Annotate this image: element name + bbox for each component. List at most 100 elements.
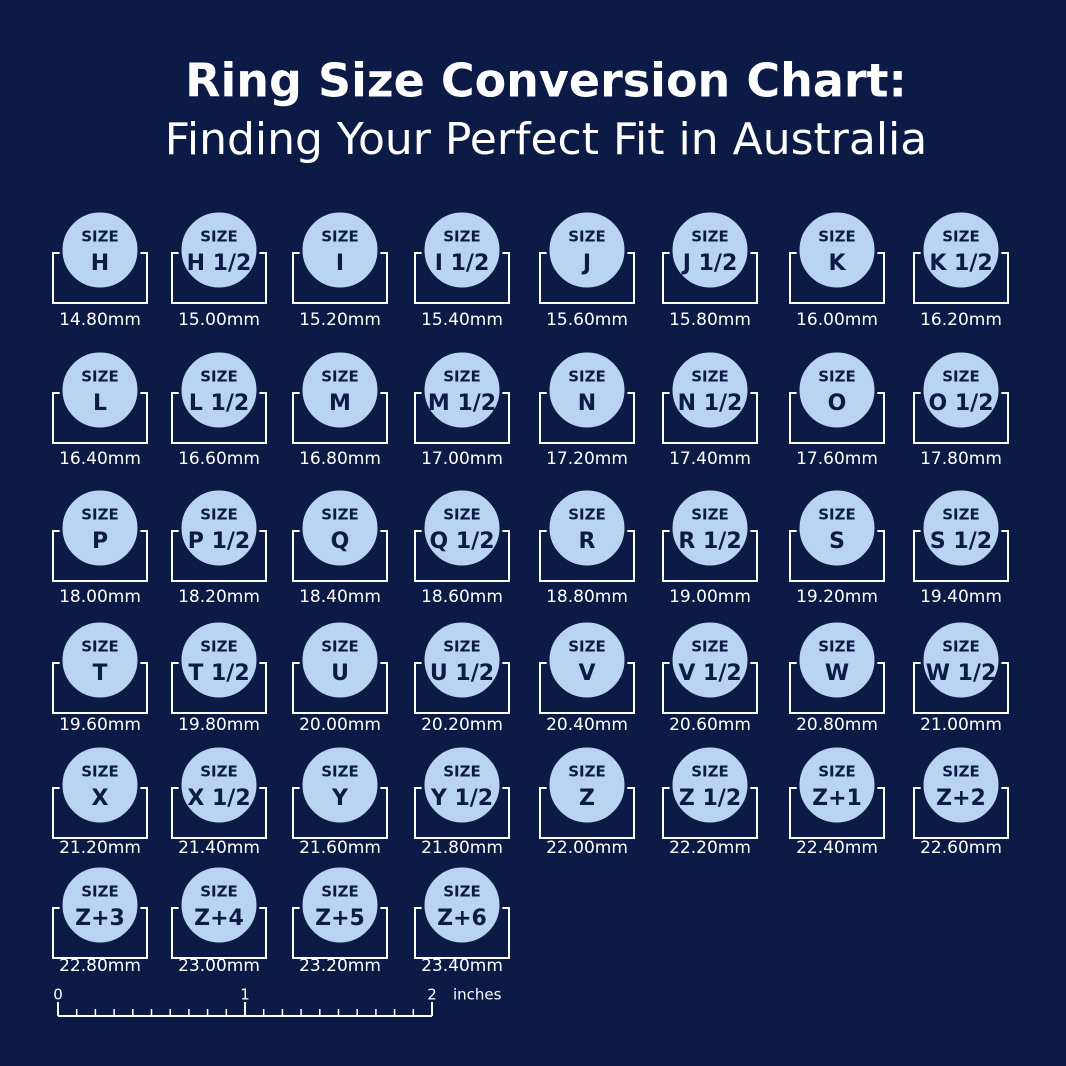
size-label: U [331,661,349,686]
size-item: SIZE P 18.00mm [52,487,148,607]
size-item: SIZE W 1/2 21.00mm [913,619,1009,735]
ruler-label: 0 [53,986,63,1004]
size-item: SIZE N 1/2 17.40mm [662,349,758,469]
ring-circle [669,349,751,431]
diameter: 17.60mm [796,449,878,469]
size-label: N 1/2 [678,391,743,416]
size-word: SIZE [691,228,729,246]
size-word: SIZE [81,228,119,246]
size-item: SIZE Z 1/2 22.20mm [662,744,758,858]
size-label: Z+4 [194,906,244,931]
ring-circle [421,619,503,701]
size-word: SIZE [200,506,238,524]
size-word: SIZE [443,228,481,246]
size-item: SIZE X 21.20mm [52,744,148,858]
size-item: SIZE V 20.40mm [539,619,635,735]
size-label: O 1/2 [928,391,993,416]
diameter: 23.20mm [299,956,381,976]
ring-circle [546,349,628,431]
size-label: H [91,251,109,276]
size-item: SIZE O 17.60mm [789,349,885,469]
ring-circle [796,209,878,291]
size-item: SIZE R 18.80mm [539,487,635,607]
size-label: Z+1 [812,786,862,811]
size-label: K [828,251,846,276]
size-word: SIZE [568,506,606,524]
size-item: SIZE Q 18.40mm [292,487,388,607]
size-word: SIZE [321,368,359,386]
size-label: Q 1/2 [429,529,494,554]
size-word: SIZE [200,638,238,656]
size-label: R [579,529,596,554]
diameter: 16.60mm [178,449,260,469]
size-word: SIZE [568,763,606,781]
size-word: SIZE [81,883,119,901]
size-label: O [828,391,847,416]
size-word: SIZE [942,368,980,386]
diameter: 18.60mm [421,587,503,607]
ring-circle [59,209,141,291]
diameter: 16.00mm [796,310,878,330]
diameter: 21.60mm [299,838,381,858]
size-item: SIZE T 19.60mm [52,619,148,735]
diameter: 22.20mm [669,838,751,858]
diameter: 22.40mm [796,838,878,858]
size-word: SIZE [818,368,856,386]
ring-circle [178,744,260,826]
size-label: U 1/2 [430,661,494,686]
size-word: SIZE [321,228,359,246]
diameter: 17.80mm [920,449,1002,469]
size-word: SIZE [691,368,729,386]
diameter: 19.20mm [796,587,878,607]
size-item: SIZE K 1/2 16.20mm [913,209,1009,330]
size-word: SIZE [942,763,980,781]
ring-circle [920,744,1002,826]
diameter: 21.00mm [920,715,1002,735]
diameter: 17.00mm [421,449,503,469]
size-word: SIZE [568,228,606,246]
size-word: SIZE [443,638,481,656]
size-label: Z+3 [75,906,125,931]
size-word: SIZE [942,638,980,656]
size-label: Z [579,786,595,811]
diameter: 21.20mm [59,838,141,858]
size-item: SIZE L 1/2 16.60mm [171,349,267,469]
size-word: SIZE [818,638,856,656]
ring-circle [796,487,878,569]
size-item: SIZE Z+2 22.60mm [913,744,1009,858]
size-word: SIZE [443,883,481,901]
diameter: 19.40mm [920,587,1002,607]
size-word: SIZE [691,763,729,781]
size-word: SIZE [443,506,481,524]
size-item: SIZE S 19.20mm [789,487,885,607]
size-item: SIZE Z+6 23.40mm [414,864,510,976]
size-label: I 1/2 [435,251,490,276]
ring-circle [546,209,628,291]
size-item: SIZE H 1/2 15.00mm [171,209,267,330]
diameter: 20.00mm [299,715,381,735]
size-label: L [93,391,107,416]
ring-circle [669,209,751,291]
size-label: P [92,529,108,554]
ring-circle [669,487,751,569]
size-label: M 1/2 [428,391,496,416]
subtitle: Finding Your Perfect Fit in Australia [165,114,928,165]
size-word: SIZE [200,883,238,901]
ring-circle [299,209,381,291]
size-item: SIZE O 1/2 17.80mm [913,349,1009,469]
ring-circle [299,487,381,569]
size-item: SIZE N 17.20mm [539,349,635,469]
diameter: 23.00mm [178,956,260,976]
diameter: 15.80mm [669,310,751,330]
size-label: V [578,661,595,686]
ring-circle [796,744,878,826]
diameter: 16.20mm [920,310,1002,330]
diameter: 22.60mm [920,838,1002,858]
size-item: SIZE Z+4 23.00mm [171,864,267,976]
size-label: T 1/2 [188,661,249,686]
ring-circle [178,619,260,701]
diameter: 16.40mm [59,449,141,469]
size-word: SIZE [443,763,481,781]
size-item: SIZE Z+3 22.80mm [52,864,148,976]
